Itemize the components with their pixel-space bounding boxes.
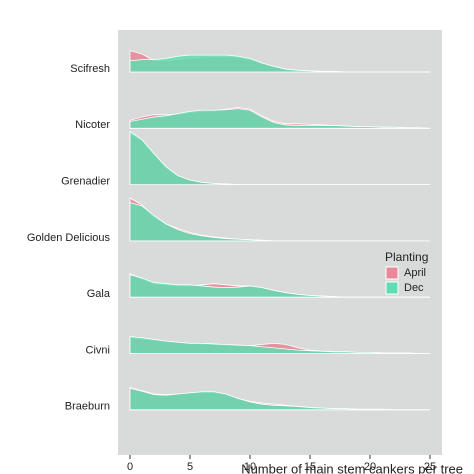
- y-tick-label: Nicoter: [75, 119, 110, 131]
- ridge-area: [129, 130, 430, 185]
- legend-swatch: [385, 281, 399, 295]
- ridge-area: [129, 336, 430, 354]
- y-tick-label: Gala: [87, 288, 111, 300]
- x-tick-label: 25: [424, 461, 436, 473]
- x-axis-title: Number of main stem cankers per tree: [241, 461, 463, 474]
- x-tick-label: 20: [364, 461, 376, 473]
- legend-title: Planting: [385, 250, 428, 264]
- legend-label: April: [404, 267, 426, 279]
- ridge-area: [129, 202, 430, 242]
- y-tick-label: Braeburn: [65, 401, 110, 413]
- y-tick-label: Golden Delicious: [27, 232, 111, 244]
- y-tick-label: Scifresh: [70, 63, 110, 75]
- y-tick-label: Grenadier: [61, 176, 110, 188]
- ridge-area: [129, 387, 430, 411]
- legend-label: Dec: [404, 282, 424, 294]
- ridge-area: [129, 274, 430, 298]
- x-tick-label: 10: [244, 461, 256, 473]
- legend-swatch: [385, 266, 399, 280]
- x-tick-label: 15: [304, 461, 316, 473]
- ridge-area: [129, 54, 430, 73]
- x-tick-label: 5: [187, 461, 193, 473]
- ridge-area: [129, 108, 431, 129]
- x-tick-label: 0: [127, 461, 133, 473]
- plot-panel: [118, 30, 442, 455]
- y-tick-label: Civni: [86, 344, 110, 356]
